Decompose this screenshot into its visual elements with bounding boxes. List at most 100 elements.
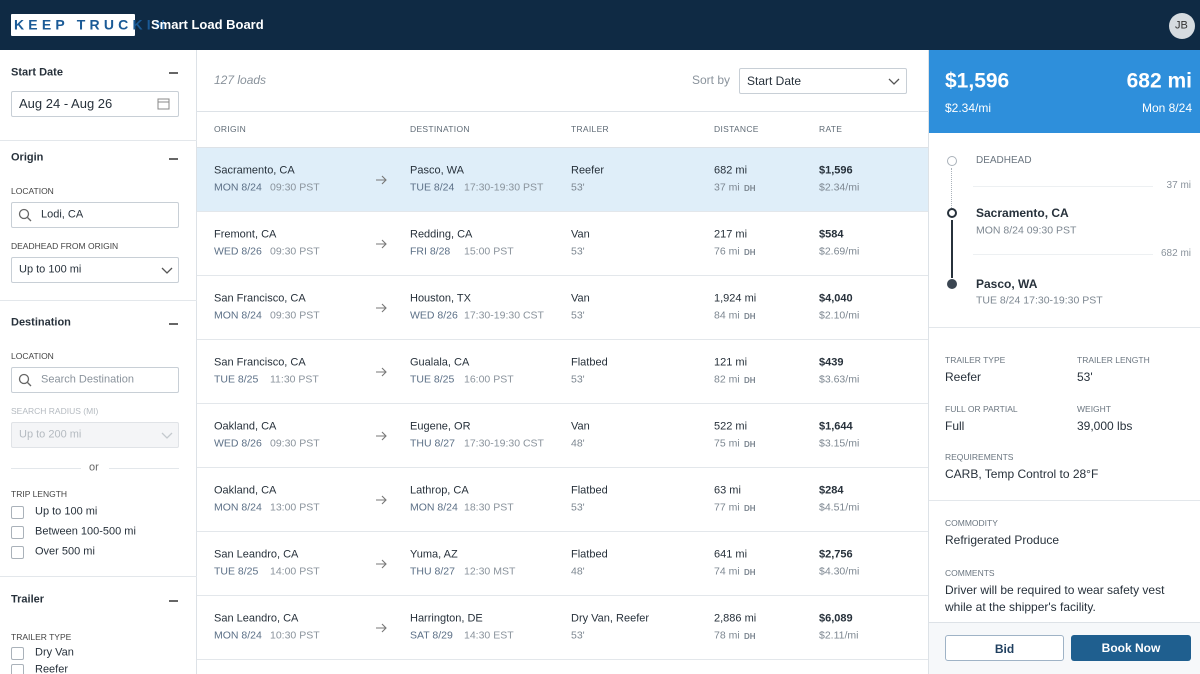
deadhead-tag: DH [744, 184, 756, 194]
deadhead-distance: 74 mi [714, 565, 740, 578]
load-row[interactable]: San Leandro, CA TUE 8/25 14:00 PST Yuma, AZ… [197, 532, 928, 596]
checkbox[interactable] [11, 664, 24, 674]
trailer-type: Van [571, 420, 590, 433]
collapse-icon[interactable] [169, 600, 178, 602]
deadhead-tag: DH [744, 504, 756, 514]
origin-input[interactable]: Lodi, CA [11, 202, 179, 228]
arrow-icon [376, 495, 387, 505]
trailer-length: 53' [571, 245, 585, 258]
leg-distance: 682 mi [1160, 248, 1191, 259]
load-row[interactable]: San Francisco, CA TUE 8/25 11:30 PST Gualal… [197, 340, 928, 404]
origin-time: 09:30 PST [270, 437, 320, 450]
checkbox[interactable] [11, 526, 24, 539]
load-row[interactable]: Fremont, CA WED 8/26 09:30 PST Redding, CA F… [197, 212, 928, 276]
collapse-icon[interactable] [169, 72, 178, 74]
load-count: 127 loads [214, 72, 267, 87]
deadhead-tag: DH [744, 312, 756, 322]
destination-city: Pasco, WA [410, 164, 464, 177]
destination-time: 17:30-19:30 CST [464, 437, 544, 450]
rate-per-mile: $2.69/mi [819, 245, 860, 258]
origin-date: MON 8/24 [214, 501, 262, 514]
arrow-icon [376, 367, 387, 377]
column-header: ORIGIN [214, 123, 247, 134]
rate-per-mile: $2.11/mi [819, 629, 859, 642]
distance: 1,924 mi [714, 292, 757, 305]
rate-per-mile: $2.10/mi [819, 309, 860, 322]
checkbox[interactable] [11, 647, 24, 660]
field-label: SEARCH RADIUS (MI) [11, 405, 99, 416]
load-row[interactable]: Oakland, CA MON 8/24 13:00 PST Lathrop, CA M… [197, 468, 928, 532]
destination-city: Lathrop, CA [410, 484, 469, 497]
calendar-icon [157, 98, 170, 110]
load-row[interactable]: San Leandro, CA MON 8/24 10:30 PST Harringt… [197, 596, 928, 660]
origin-city: Sacramento, CA [214, 164, 295, 177]
field-label: TRAILER LENGTH [1077, 354, 1150, 365]
detail-distance: 682 mi [1126, 69, 1192, 93]
date-input[interactable]: Aug 24 - Aug 26 [11, 91, 179, 117]
origin-time: 09:30 PST [270, 309, 320, 322]
origin-date: TUE 8/25 [214, 373, 259, 386]
avatar[interactable]: JB [1169, 13, 1195, 39]
load-row[interactable]: Oakland, CA WED 8/26 09:30 PST Eugene, OR TH… [197, 404, 928, 468]
trailer-type: Dry Van, Reefer [571, 612, 650, 625]
chevron-icon [161, 432, 173, 439]
divider [0, 140, 197, 141]
load-row[interactable]: Sacramento, CA MON 8/24 09:30 PST Pasco, WA… [197, 148, 928, 212]
deadhead-tag: DH [744, 376, 756, 386]
destination-time: 15:00 PST [464, 245, 514, 258]
destination-input[interactable]: Search Destination [11, 367, 179, 393]
divider [197, 111, 928, 112]
bid-button[interactable]: Bid [945, 635, 1064, 661]
distance: 217 mi [714, 228, 748, 241]
destination-city: Redding, CA [410, 228, 473, 241]
book-button[interactable]: Book Now [1071, 635, 1191, 661]
logo-text: KEEP TRUCKIN [14, 16, 170, 33]
rate-per-mile: $2.34/mi [819, 181, 860, 194]
origin-time: 10:30 PST [270, 629, 320, 642]
rate-per-mile: $3.63/mi [819, 373, 860, 386]
arrow-icon [376, 303, 387, 313]
checkbox-label: Between 100-500 mi [35, 525, 136, 538]
collapse-icon[interactable] [169, 323, 178, 325]
trailer-length: 48' [571, 437, 585, 450]
destination-city: Yuma, AZ [410, 548, 458, 561]
deadhead-distance: 37 mi [714, 181, 740, 194]
sort-select[interactable]: Start Date [739, 68, 907, 94]
field-label: TRAILER TYPE [945, 354, 1006, 365]
distance: 682 mi [714, 164, 748, 177]
origin-city: Oakland, CA [214, 484, 277, 497]
collapse-icon[interactable] [169, 158, 178, 160]
field-value: Full [945, 419, 965, 433]
checkbox[interactable] [11, 546, 24, 559]
field-value: 53' [1077, 370, 1093, 384]
load-detail: $1,596 682 mi $2.34/mi Mon 8/24 DEADHEAD 37 m… [928, 50, 1200, 674]
button-label: Book Now [1101, 640, 1161, 655]
origin-city: Fremont, CA [214, 228, 277, 241]
timeline-point [947, 279, 957, 289]
origin-value: Lodi, CA [41, 208, 84, 221]
distance: 2,886 mi [714, 612, 757, 625]
section-title: Start Date [11, 66, 63, 79]
deadhead-select[interactable]: Up to 100 mi [11, 257, 179, 283]
rate: $439 [819, 356, 844, 369]
trailer-length: 53' [571, 181, 585, 194]
origin-time: 11:30 PST [270, 373, 319, 386]
section-title: Destination [11, 316, 71, 329]
trailer-type: Reefer [571, 164, 605, 177]
deadhead-tag: DH [744, 568, 756, 578]
sort-value: Start Date [747, 73, 802, 88]
trailer-length: 53' [571, 629, 585, 642]
load-row[interactable]: San Francisco, CA MON 8/24 09:30 PST Housto… [197, 276, 928, 340]
column-header: DESTINATION [410, 123, 470, 134]
checkbox[interactable] [11, 506, 24, 519]
detail-date: Mon 8/24 [1141, 100, 1192, 115]
origin-date: WED 8/26 [214, 245, 262, 258]
deadhead-distance: 75 mi [714, 437, 740, 450]
search-icon [18, 208, 32, 222]
arrow-icon [376, 623, 387, 633]
field-label: TRIP LENGTH [11, 488, 68, 499]
deadhead-label: DEADHEAD [976, 155, 1032, 166]
origin-date: MON 8/24 [214, 309, 262, 322]
chevron-icon [888, 78, 900, 85]
radius-select: Up to 200 mi [11, 422, 179, 448]
